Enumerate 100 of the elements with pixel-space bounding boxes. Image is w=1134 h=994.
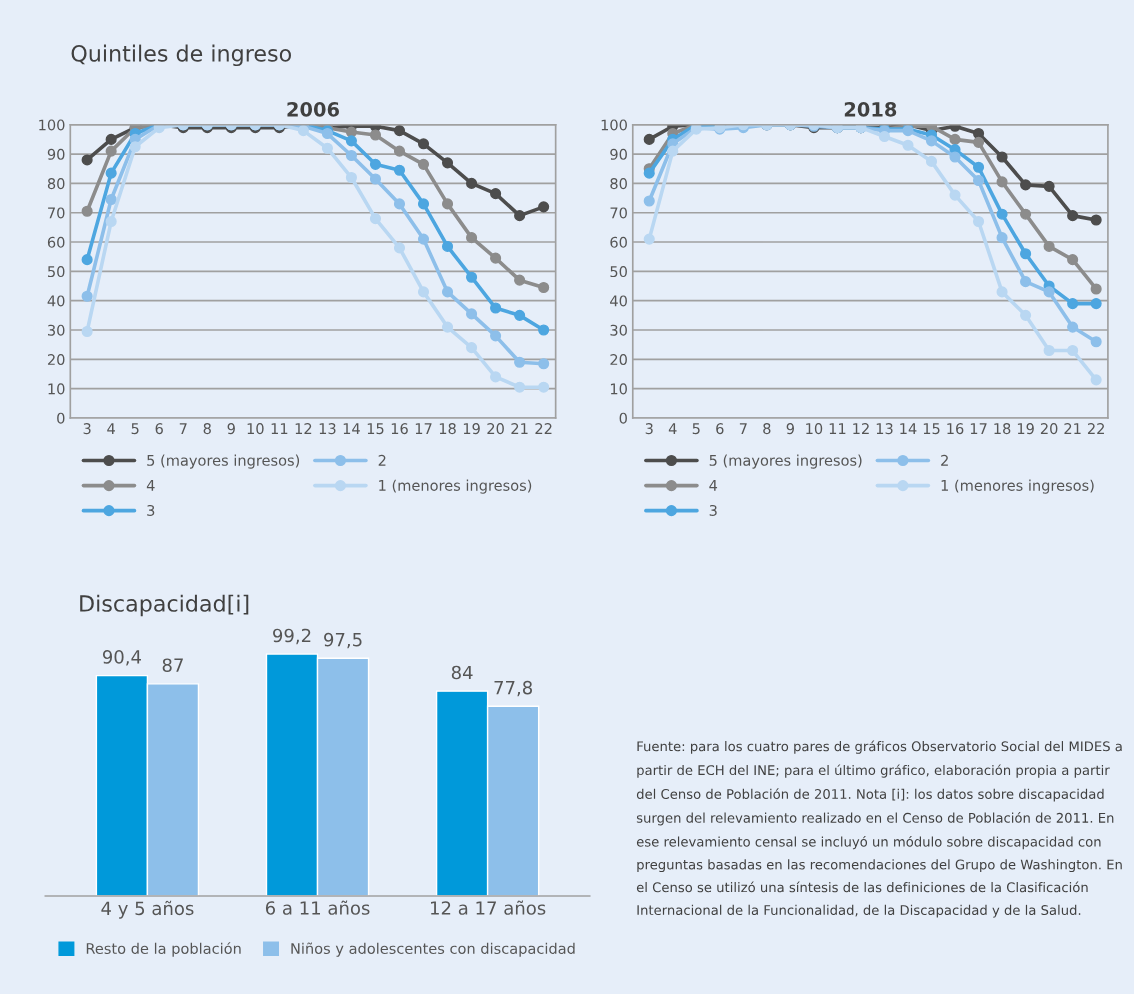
text: Quintiles de ingreso bbox=[71, 44, 291, 67]
point bbox=[81, 254, 93, 266]
point bbox=[105, 215, 117, 228]
point bbox=[538, 381, 550, 393]
point bbox=[441, 240, 454, 252]
point bbox=[466, 177, 478, 189]
data-label: 84 bbox=[451, 665, 473, 680]
x-tick-label: 6 a 11 años bbox=[265, 900, 370, 915]
point bbox=[514, 381, 526, 393]
point bbox=[1020, 208, 1032, 220]
point bbox=[643, 133, 655, 145]
point bbox=[345, 171, 357, 184]
point bbox=[538, 324, 550, 336]
y-tick-label: 20 bbox=[47, 354, 65, 366]
x-tick-label: 11 bbox=[829, 423, 846, 434]
point bbox=[1067, 321, 1079, 333]
y-tick-label: 60 bbox=[610, 236, 627, 248]
point bbox=[1067, 344, 1079, 357]
point bbox=[972, 161, 985, 173]
data-label: 90,4 bbox=[102, 650, 141, 666]
y-tick-label: 40 bbox=[610, 295, 627, 307]
point bbox=[417, 198, 430, 210]
x-tick-label: 7 bbox=[179, 423, 187, 434]
point bbox=[972, 215, 985, 228]
x-tick-label: 16 bbox=[391, 423, 408, 435]
y-tick-label: 60 bbox=[47, 236, 65, 248]
point bbox=[369, 158, 382, 170]
x-tick-label: 21 bbox=[511, 423, 528, 434]
point bbox=[925, 135, 938, 147]
point bbox=[1090, 336, 1102, 348]
x-tick-label: 4 bbox=[107, 423, 115, 434]
point bbox=[1067, 298, 1079, 310]
point bbox=[902, 139, 914, 151]
point bbox=[466, 232, 478, 244]
x-tick-label: 8 bbox=[203, 423, 211, 435]
legend-label: Resto de la población bbox=[86, 942, 241, 957]
point bbox=[1067, 254, 1079, 266]
legend-label: 4 bbox=[709, 480, 718, 491]
point bbox=[417, 158, 430, 170]
x-tick-label: 20 bbox=[487, 423, 504, 435]
point bbox=[996, 176, 1008, 188]
x-tick-label: 4 bbox=[668, 423, 677, 434]
point bbox=[972, 136, 985, 148]
point bbox=[393, 164, 406, 176]
point bbox=[1067, 210, 1079, 222]
legend-label: 3 bbox=[709, 504, 717, 516]
point bbox=[1043, 180, 1055, 192]
point bbox=[81, 205, 93, 217]
x-tick-label: 18 bbox=[994, 423, 1011, 435]
point bbox=[538, 281, 550, 294]
y-tick-label: 100 bbox=[601, 119, 627, 131]
x-tick-label: 9 bbox=[786, 423, 794, 435]
x-tick-label: 13 bbox=[319, 423, 336, 435]
point bbox=[490, 330, 502, 342]
point bbox=[996, 286, 1008, 298]
y-tick-label: 80 bbox=[47, 178, 65, 190]
point bbox=[1043, 240, 1055, 252]
point bbox=[297, 125, 309, 137]
y-tick-label: 50 bbox=[610, 266, 627, 278]
point bbox=[369, 173, 382, 185]
y-tick-label: 100 bbox=[39, 119, 65, 131]
x-tick-label: 19 bbox=[463, 423, 480, 435]
x-tick-label: 22 bbox=[1087, 423, 1104, 434]
x-tick-label: 15 bbox=[923, 423, 940, 435]
x-tick-label: 17 bbox=[415, 423, 432, 434]
y-tick-label: 0 bbox=[57, 412, 65, 424]
point bbox=[1020, 309, 1032, 321]
x-tick-label: 3 bbox=[645, 423, 653, 435]
x-tick-label: 12 a 17 años bbox=[431, 900, 546, 915]
y-tick-label: 50 bbox=[48, 266, 65, 278]
point bbox=[514, 210, 526, 222]
x-tick-label: 16 bbox=[947, 423, 964, 435]
point bbox=[441, 286, 454, 298]
x-tick-label: 20 bbox=[1040, 423, 1058, 435]
x-tick-label: 14 bbox=[900, 423, 917, 434]
point bbox=[393, 242, 406, 254]
point bbox=[441, 321, 454, 333]
x-tick-label: 18 bbox=[439, 423, 456, 435]
data-label: 97,5 bbox=[324, 632, 362, 649]
y-tick-label: 90 bbox=[47, 148, 65, 160]
point bbox=[393, 125, 406, 137]
x-tick-label: 19 bbox=[1017, 423, 1034, 435]
legend-label: 4 bbox=[146, 480, 155, 491]
point bbox=[369, 129, 382, 141]
point bbox=[996, 232, 1008, 244]
x-tick-label: 6 bbox=[155, 423, 163, 435]
legend-label: Niños y adolescentes con discapacidad bbox=[291, 942, 575, 957]
point bbox=[345, 149, 357, 162]
point bbox=[1043, 286, 1055, 298]
point bbox=[514, 356, 526, 368]
point bbox=[538, 358, 550, 370]
point bbox=[972, 174, 985, 187]
x-tick-label: 21 bbox=[1064, 423, 1081, 434]
x-tick-label: 13 bbox=[876, 423, 893, 435]
x-tick-label: 3 bbox=[83, 423, 91, 435]
y-tick-label: 20 bbox=[610, 354, 627, 366]
y-tick-label: 70 bbox=[610, 207, 627, 219]
point bbox=[949, 151, 961, 163]
chart-title: 2006 bbox=[287, 101, 339, 117]
point bbox=[490, 371, 502, 383]
